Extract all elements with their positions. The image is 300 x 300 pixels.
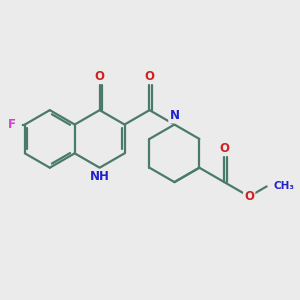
- Text: NH: NH: [90, 170, 110, 183]
- Text: N: N: [169, 109, 179, 122]
- Text: F: F: [8, 118, 16, 131]
- Text: O: O: [244, 190, 254, 203]
- Text: O: O: [219, 142, 229, 154]
- Text: O: O: [145, 70, 154, 83]
- Text: CH₃: CH₃: [273, 182, 294, 191]
- Text: O: O: [94, 70, 105, 83]
